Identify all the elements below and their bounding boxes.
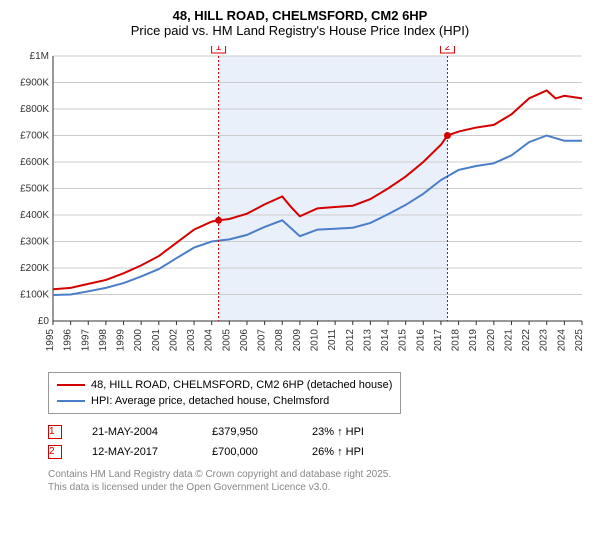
annotation-diff: 23% ↑ HPI: [312, 426, 392, 438]
legend: 48, HILL ROAD, CHELMSFORD, CM2 6HP (deta…: [48, 372, 401, 414]
y-tick-label: £0: [38, 316, 50, 327]
annotation-date: 12-MAY-2017: [92, 446, 182, 458]
annotation-marker: 1: [48, 425, 62, 439]
x-tick-label: 2004: [204, 329, 215, 352]
legend-label: HPI: Average price, detached house, Chel…: [91, 393, 329, 409]
x-tick-label: 2025: [574, 329, 585, 352]
footer-attribution: Contains HM Land Registry data © Crown c…: [48, 468, 592, 494]
x-tick-label: 2018: [451, 329, 462, 352]
x-tick-label: 1995: [45, 329, 56, 352]
legend-label: 48, HILL ROAD, CHELMSFORD, CM2 6HP (deta…: [91, 377, 392, 393]
legend-row: 48, HILL ROAD, CHELMSFORD, CM2 6HP (deta…: [57, 377, 392, 393]
x-tick-label: 2001: [151, 329, 162, 352]
annotation-marker: 2: [48, 445, 62, 459]
y-tick-label: £400K: [20, 210, 49, 221]
x-tick-label: 2011: [327, 329, 338, 351]
x-tick-label: 2000: [133, 329, 144, 352]
x-tick-label: 1998: [98, 329, 109, 352]
x-tick-label: 2021: [503, 329, 514, 352]
annotation-row: 1 21-MAY-2004 £379,950 23% ↑ HPI: [48, 422, 592, 442]
title-address: 48, HILL ROAD, CHELMSFORD, CM2 6HP: [8, 8, 592, 23]
x-tick-label: 1997: [80, 329, 91, 352]
annotation-diff: 26% ↑ HPI: [312, 446, 392, 458]
legend-swatch: [57, 400, 85, 402]
x-tick-label: 2017: [433, 329, 444, 352]
x-tick-label: 2019: [468, 329, 479, 352]
marker-badge-number: 1: [216, 46, 222, 53]
x-tick-label: 2015: [398, 329, 409, 352]
x-tick-label: 2012: [345, 329, 356, 352]
y-tick-label: £900K: [20, 78, 49, 89]
annotation-date: 21-MAY-2004: [92, 426, 182, 438]
title-subtitle: Price paid vs. HM Land Registry's House …: [8, 23, 592, 38]
x-tick-label: 2020: [486, 329, 497, 352]
x-tick-label: 2014: [380, 329, 391, 352]
y-tick-label: £1M: [30, 51, 49, 62]
marker-badge-number: 2: [445, 46, 451, 53]
x-tick-label: 2024: [556, 329, 567, 352]
x-tick-label: 2010: [310, 329, 321, 352]
line-chart: £0 £100K £200K £300K £400K £500K £600K £700K £80…: [8, 46, 592, 366]
y-tick-label: £600K: [20, 157, 49, 168]
annotation-table: 1 21-MAY-2004 £379,950 23% ↑ HPI 2 12-MAY-201…: [48, 422, 592, 462]
x-tick-label: 1996: [63, 329, 74, 352]
x-tick-label: 2006: [239, 329, 250, 352]
x-tick-label: 2005: [221, 329, 232, 352]
annotation-row: 2 12-MAY-2017 £700,000 26% ↑ HPI: [48, 442, 592, 462]
chart-container: £0 £100K £200K £300K £400K £500K £600K £700K £80…: [8, 46, 592, 366]
y-tick-label: £300K: [20, 237, 49, 248]
x-tick-label: 1999: [116, 329, 127, 352]
x-tick-label: 2022: [521, 329, 532, 352]
y-tick-label: £800K: [20, 104, 49, 115]
legend-swatch: [57, 384, 85, 386]
legend-row: HPI: Average price, detached house, Chel…: [57, 393, 392, 409]
annotation-price: £379,950: [212, 426, 282, 438]
chart-title: 48, HILL ROAD, CHELMSFORD, CM2 6HP Price…: [8, 8, 592, 38]
x-tick-label: 2023: [539, 329, 550, 352]
x-tick-label: 2013: [362, 329, 373, 352]
x-tick-label: 2009: [292, 329, 303, 352]
y-tick-label: £500K: [20, 184, 49, 195]
footer-line2: This data is licensed under the Open Gov…: [48, 481, 592, 494]
x-tick-label: 2003: [186, 329, 197, 352]
x-tick-label: 2016: [415, 329, 426, 352]
x-tick-label: 2002: [168, 329, 179, 352]
y-tick-label: £200K: [20, 263, 49, 274]
x-tick-label: 2008: [274, 329, 285, 352]
x-tick-label: 2007: [257, 329, 268, 352]
footer-line1: Contains HM Land Registry data © Crown c…: [48, 468, 592, 481]
annotation-price: £700,000: [212, 446, 282, 458]
y-tick-label: £700K: [20, 131, 49, 142]
y-tick-label: £100K: [20, 290, 49, 301]
